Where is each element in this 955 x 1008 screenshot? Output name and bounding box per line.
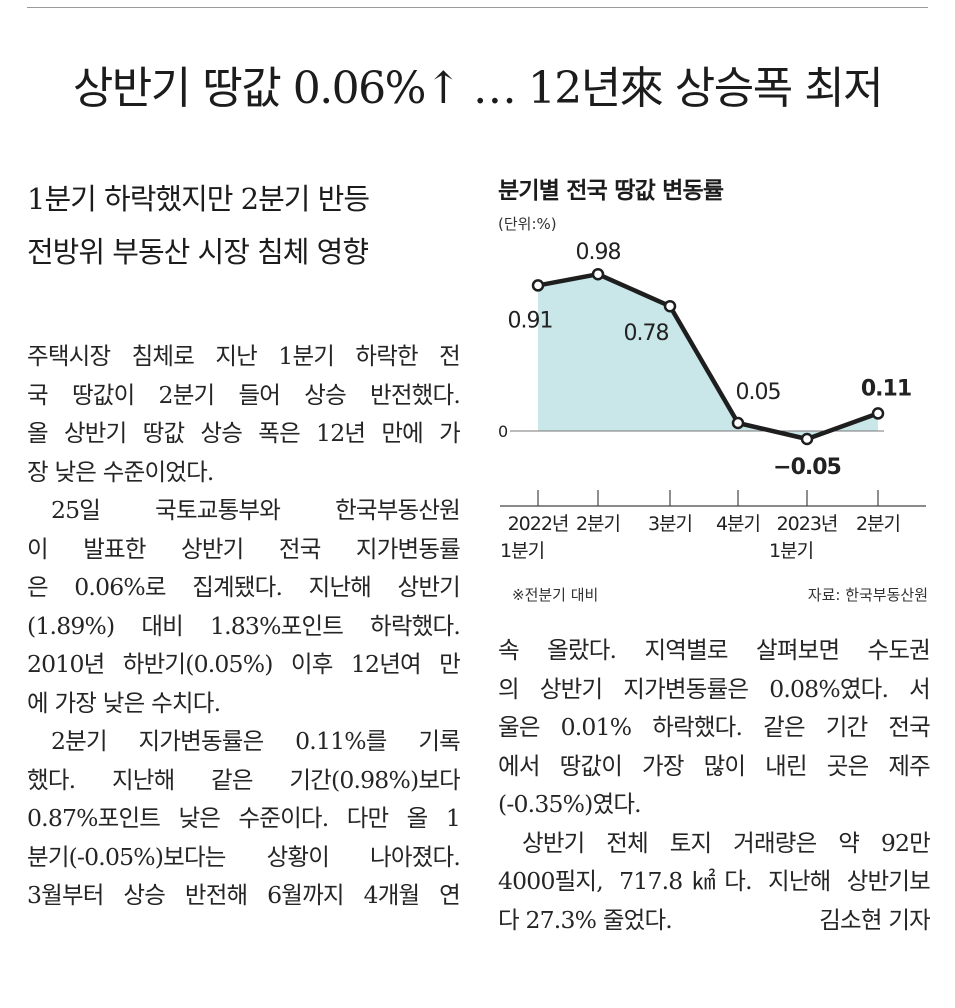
x-tick-label: 2022년 bbox=[508, 513, 569, 535]
data-label: 0.91 bbox=[508, 308, 553, 333]
body-line-text: (1.89%) 대비 1.83%포인트 하락했다. bbox=[27, 611, 460, 640]
x-tick-label: 2분기 bbox=[856, 513, 900, 535]
body-line: 25일 국토교통부와 한국부동산원 bbox=[27, 491, 460, 530]
data-point bbox=[531, 279, 545, 292]
body-line-text: 의 상반기 지가변동률은 0.08%였다. 서 bbox=[498, 674, 930, 703]
body-line-text: 2분기 지가변동률은 0.11%를 기록 bbox=[51, 727, 460, 755]
data-label: 0.05 bbox=[736, 380, 781, 405]
byline: 김소현 기자 bbox=[819, 905, 930, 934]
body-line: 올 상반기 땅값 상승 폭은 12년 만에 가 bbox=[27, 414, 460, 453]
body-line-text: 속 올랐다. 지역별로 살펴보면 수도권 bbox=[498, 636, 930, 664]
data-point bbox=[731, 416, 745, 430]
body-line-text: 했다. 지난해 같은 기간(0.98%)보다 bbox=[27, 765, 460, 794]
body-line-text: 에서 땅값이 가장 많이 내린 곳은 제주 bbox=[498, 751, 930, 780]
x-tick-label: 3분기 bbox=[648, 513, 692, 535]
body-line-text: 3월부터 상승 반전해 6월까지 4개월 연 bbox=[27, 881, 460, 909]
body-line: 상반기 전체 토지 거래량은 약 92만 bbox=[498, 824, 930, 863]
body-line: 2분기 지가변동률은 0.11%를 기록 bbox=[27, 722, 460, 761]
body-line: (-0.35%)였다. bbox=[498, 785, 930, 824]
body-line-text: 분기(-0.05%)보다는 상황이 나아졌다. bbox=[27, 842, 460, 871]
data-point bbox=[871, 407, 885, 420]
subhead-2: 전방위 부동산 시장 침체 영향 bbox=[27, 235, 369, 269]
body-line: 속 올랐다. 지역별로 살펴보면 수도권 bbox=[498, 631, 930, 670]
body-line-text: 울은 0.01% 하락했다. 같은 기간 전국 bbox=[498, 713, 930, 741]
body-line: 울은 0.01% 하락했다. 같은 기간 전국 bbox=[498, 708, 930, 747]
series-line bbox=[535, 271, 881, 442]
body-line-text: 에 가장 낮은 수치다. bbox=[27, 688, 221, 717]
body-line-text: 올 상반기 땅값 상승 폭은 12년 만에 가 bbox=[27, 419, 460, 447]
body-line-text: 다 27.3% 줄었다. bbox=[498, 905, 673, 934]
body-line-text: 이 발표한 상반기 전국 지가변동률 bbox=[27, 534, 460, 563]
body-line-text: 장 낮은 수준이었다. bbox=[27, 457, 214, 486]
body-line-text: 2010년 하반기(0.05%) 이후 12년여 만 bbox=[27, 650, 460, 678]
body-line-text: (-0.35%)였다. bbox=[498, 790, 642, 818]
body-line-text: 25일 국토교통부와 한국부동산원 bbox=[51, 496, 460, 524]
x-tick-label: 1분기 bbox=[769, 540, 813, 562]
y-zero-label: 0 bbox=[498, 422, 508, 441]
data-label: 0.78 bbox=[624, 321, 669, 346]
headline: 상반기 땅값 0.06%↑ … 12년來 상승폭 최저 bbox=[72, 63, 884, 114]
body-line-text: 4000필지, 717.8㎢다. 지난해 상반기보 bbox=[498, 867, 930, 895]
body-line: 에서 땅값이 가장 많이 내린 곳은 제주 bbox=[498, 747, 930, 786]
body-line-text: 0.87%포인트 낮은 수준이다. 다만 올 1 bbox=[27, 804, 460, 832]
body-line-text: 상반기 전체 토지 거래량은 약 92만 bbox=[522, 828, 930, 857]
body-line: 의 상반기 지가변동률은 0.08%였다. 서 bbox=[498, 670, 930, 709]
x-tick-label: 2023년 bbox=[777, 513, 838, 535]
body-line: 이 발표한 상반기 전국 지가변동률 bbox=[27, 530, 460, 569]
body-line: 장 낮은 수준이었다. bbox=[27, 453, 460, 492]
body-line: 4000필지, 717.8㎢다. 지난해 상반기보 bbox=[498, 862, 930, 901]
data-label: 0.98 bbox=[576, 240, 621, 265]
data-point bbox=[591, 267, 605, 281]
body-line-text: 주택시장 침체로 지난 1분기 하락한 전 bbox=[27, 342, 460, 370]
chart-area bbox=[538, 274, 878, 439]
body-line: 다 27.3% 줄었다. 김소현 기자 bbox=[498, 901, 930, 940]
body-line: 분기(-0.05%)보다는 상황이 나아졌다. bbox=[27, 838, 460, 877]
data-point bbox=[663, 299, 677, 313]
chart-note: ※전분기 대비 bbox=[512, 586, 599, 604]
top-rule bbox=[27, 7, 928, 8]
body-line-text: 은 0.06%로 집계됐다. 지난해 상반기 bbox=[27, 573, 460, 601]
body-line: 국 땅값이 2분기 들어 상승 반전했다. bbox=[27, 376, 460, 415]
data-label: −0.05 bbox=[773, 455, 841, 480]
x-tick-label: 4분기 bbox=[716, 513, 760, 535]
chart-title: 분기별 전국 땅값 변동률 bbox=[498, 178, 724, 204]
x-tick-label: 1분기 bbox=[500, 540, 544, 562]
body-line-text: 국 땅값이 2분기 들어 상승 반전했다. bbox=[27, 380, 460, 409]
body-line: 주택시장 침체로 지난 1분기 하락한 전 bbox=[27, 337, 460, 376]
body-line: 했다. 지난해 같은 기간(0.98%)보다 bbox=[27, 761, 460, 800]
x-tick-label: 2분기 bbox=[576, 513, 620, 535]
body-line: (1.89%) 대비 1.83%포인트 하락했다. bbox=[27, 607, 460, 646]
body-line: 은 0.06%로 집계됐다. 지난해 상반기 bbox=[27, 568, 460, 607]
land-price-chart: 0 0.91 0.98 0.78 0.05 −0.05 0.11 2022년 1분기 2분기 3분기… bbox=[498, 240, 926, 562]
chart-source: 자료: 한국부동산원 bbox=[807, 586, 928, 604]
data-point bbox=[800, 432, 814, 446]
body-line: 3월부터 상승 반전해 6월까지 4개월 연 bbox=[27, 876, 460, 915]
body-line: 에 가장 낮은 수치다. bbox=[27, 684, 460, 723]
data-label: 0.11 bbox=[861, 376, 911, 401]
body-line: 2010년 하반기(0.05%) 이후 12년여 만 bbox=[27, 645, 460, 684]
subhead-1: 1분기 하락했지만 2분기 반등 bbox=[27, 182, 370, 216]
chart-unit: (단위:%) bbox=[498, 215, 557, 233]
body-line: 0.87%포인트 낮은 수준이다. 다만 올 1 bbox=[27, 799, 460, 838]
